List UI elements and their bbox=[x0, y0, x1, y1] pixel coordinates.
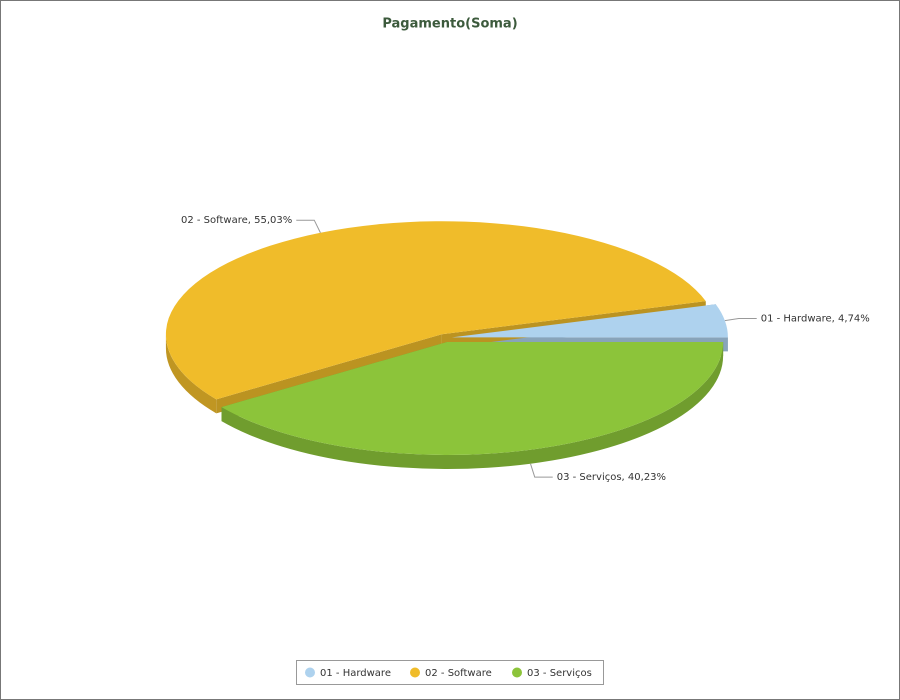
leader-line bbox=[296, 219, 321, 233]
slice-side bbox=[165, 334, 217, 414]
legend-marker bbox=[410, 667, 420, 678]
legend-label: 02 - Software bbox=[425, 668, 492, 679]
slice-side bbox=[221, 342, 724, 470]
legend-box bbox=[296, 660, 604, 685]
legend-label: 03 - Serviços bbox=[527, 668, 592, 679]
chart-title: Pagamento(Soma) bbox=[382, 17, 517, 32]
data-label: 01 - Hardware, 4,74% bbox=[761, 314, 870, 325]
legend-marker bbox=[305, 667, 315, 678]
pie-slice bbox=[451, 304, 728, 338]
legend-label: 01 - Hardware bbox=[320, 668, 391, 679]
pie-slice bbox=[221, 342, 724, 456]
data-label: 03 - Serviços, 40,23% bbox=[557, 472, 666, 483]
legend-marker bbox=[512, 667, 522, 678]
pie-slice bbox=[165, 221, 706, 400]
data-label: 02 - Software, 55,03% bbox=[181, 215, 292, 226]
leader-line bbox=[530, 463, 553, 478]
leader-line bbox=[724, 318, 757, 322]
